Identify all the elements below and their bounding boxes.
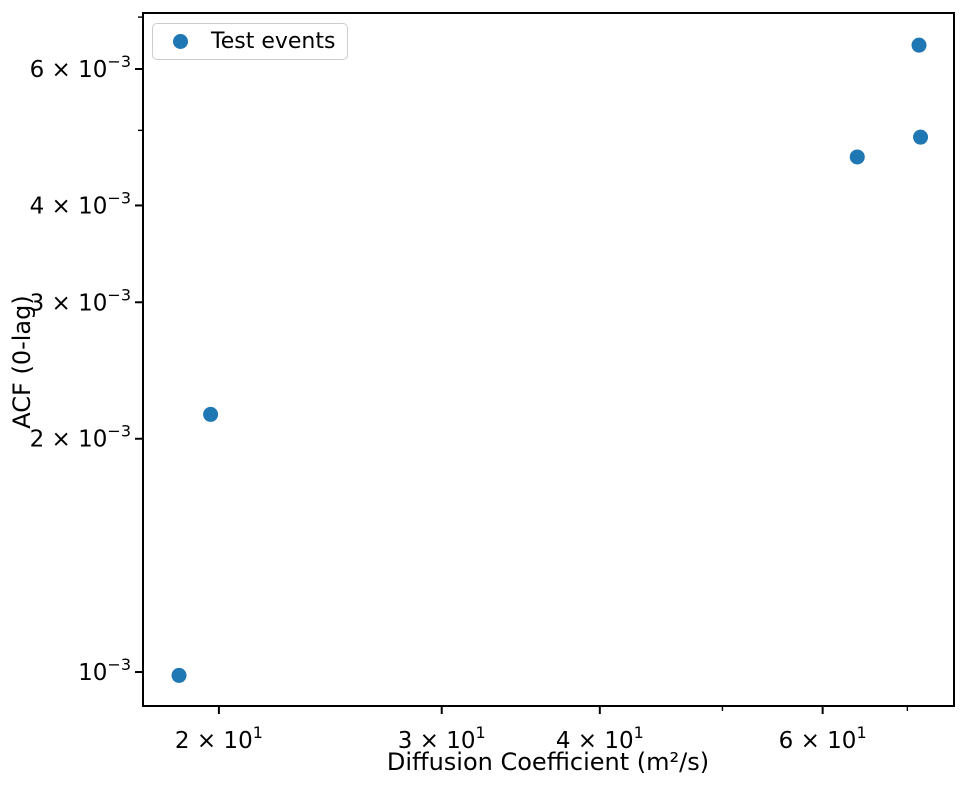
y-tick-label: 4 × 10−3: [30, 188, 131, 219]
y-tick-label: 3 × 10−3: [30, 285, 131, 316]
plot-frame: [142, 12, 955, 707]
x-axis-label: Diffusion Coefficient (m²/s): [386, 748, 710, 776]
legend: Test events: [152, 23, 348, 60]
scatter-point: [849, 149, 865, 165]
y-tick-label: 6 × 10−3: [30, 52, 131, 83]
scatter-point: [913, 129, 929, 145]
scatter-point: [171, 667, 187, 683]
scatter-point: [203, 406, 219, 422]
x-tick-label: 4 × 101: [556, 723, 644, 754]
x-tick-label: 2 × 101: [175, 723, 263, 754]
y-tick-label: 10−3: [78, 655, 131, 686]
scatter-point: [911, 37, 927, 53]
y-tick-label: 2 × 10−3: [30, 422, 131, 453]
x-tick-label: 6 × 101: [779, 723, 867, 754]
x-tick-label: 3 × 101: [398, 723, 486, 754]
scatter-marker-icon: [173, 34, 188, 49]
y-axis-label: ACF (0-lag): [8, 295, 36, 429]
legend-label: Test events: [211, 29, 336, 54]
